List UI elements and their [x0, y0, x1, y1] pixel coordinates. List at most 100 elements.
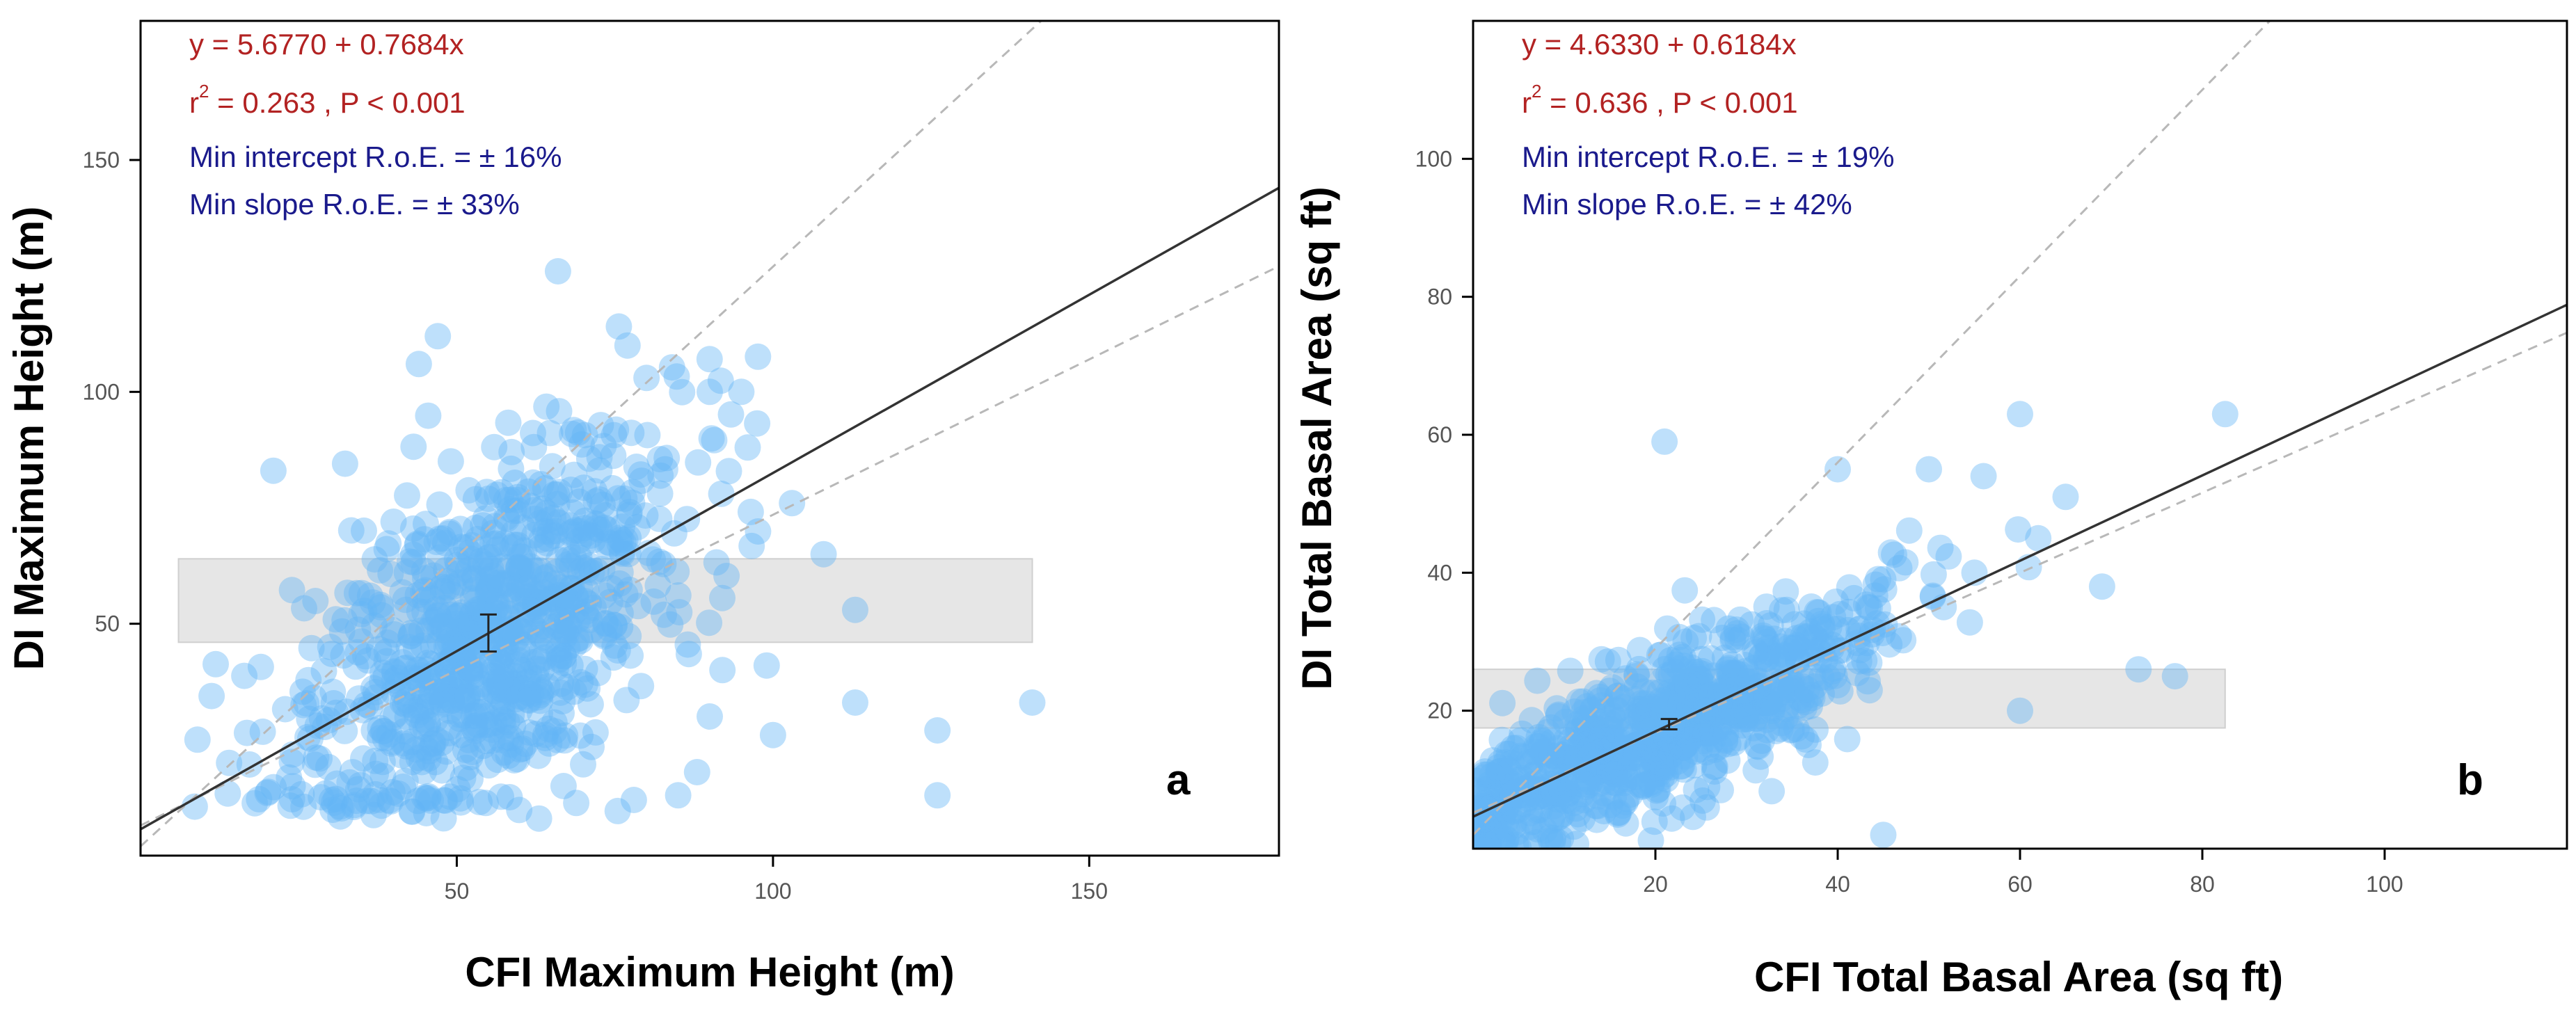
- data-point: [415, 783, 442, 810]
- data-point: [553, 620, 580, 648]
- data-point: [1489, 804, 1516, 831]
- data-point: [1538, 781, 1565, 808]
- data-point: [1802, 749, 1829, 776]
- data-point: [1639, 755, 1666, 783]
- data-point: [1739, 691, 1766, 718]
- slope-roe-text: Min slope R.o.E. = ± 42%: [1522, 188, 1852, 221]
- data-point: [559, 499, 586, 526]
- data-point: [468, 671, 495, 698]
- data-point: [462, 661, 489, 688]
- data-point: [1603, 708, 1630, 735]
- plot-frame: [139, 19, 1280, 857]
- data-point: [445, 552, 472, 578]
- data-point: [405, 744, 432, 771]
- data-point: [591, 610, 619, 637]
- data-point: [1621, 735, 1648, 762]
- data-point: [493, 708, 520, 735]
- regression-line: [1473, 303, 2567, 818]
- data-point: [1565, 717, 1592, 744]
- data-point: [1554, 780, 1581, 808]
- data-point: [450, 764, 477, 792]
- data-point: [1754, 706, 1781, 733]
- data-point: [1628, 690, 1655, 717]
- data-point: [479, 727, 506, 754]
- data-point: [1639, 679, 1666, 706]
- data-point: [1486, 771, 1513, 798]
- data-point: [1532, 817, 1559, 844]
- data-point: [1599, 702, 1626, 729]
- data-point: [408, 713, 436, 740]
- data-point: [1609, 792, 1636, 819]
- data-point: [1702, 716, 1729, 743]
- data-point: [1870, 566, 1897, 593]
- data-point: [296, 725, 324, 752]
- data-point: [445, 602, 472, 630]
- data-point: [1835, 598, 1862, 625]
- data-point: [1744, 733, 1772, 760]
- data-point: [1657, 662, 1685, 689]
- data-point: [477, 555, 504, 582]
- data-point: [1769, 652, 1796, 679]
- data-point: [415, 649, 441, 676]
- data-point: [424, 323, 452, 350]
- data-point: [355, 647, 382, 674]
- data-point: [319, 796, 347, 824]
- data-point: [485, 600, 512, 627]
- data-point: [472, 728, 500, 755]
- data-point: [420, 730, 447, 757]
- data-point: [1738, 611, 1765, 638]
- data-point: [1682, 677, 1709, 704]
- data-point: [1754, 638, 1781, 665]
- data-point: [1796, 640, 1823, 667]
- data-point: [1718, 698, 1745, 726]
- data-point: [1767, 678, 1795, 705]
- data-point: [1825, 637, 1852, 664]
- data-point: [1509, 764, 1536, 792]
- data-point: [511, 588, 538, 615]
- data-point: [1721, 698, 1748, 725]
- data-point: [1641, 755, 1669, 782]
- data-point: [434, 568, 461, 595]
- data-point: [394, 687, 420, 714]
- data-point: [1520, 762, 1547, 789]
- data-point: [527, 509, 554, 536]
- data-point: [1790, 610, 1818, 637]
- data-point: [438, 676, 466, 703]
- data-point: [1605, 682, 1632, 709]
- data-point: [474, 579, 501, 607]
- data-point: [337, 517, 365, 544]
- data-point: [433, 556, 460, 584]
- data-point: [464, 711, 491, 738]
- data-point: [1655, 754, 1683, 781]
- data-point: [1780, 634, 1807, 661]
- data-point: [415, 616, 442, 643]
- data-point: [556, 614, 583, 640]
- data-point: [562, 584, 589, 611]
- data-point: [1772, 703, 1799, 730]
- data-point: [488, 643, 516, 670]
- data-point: [1600, 753, 1627, 780]
- data-point: [737, 498, 764, 525]
- data-point: [454, 681, 482, 707]
- data-point: [1687, 666, 1714, 693]
- data-point: [1620, 744, 1647, 771]
- data-point: [349, 696, 376, 723]
- data-point: [1797, 693, 1823, 720]
- data-point: [531, 644, 558, 671]
- data-point: [1772, 641, 1799, 668]
- data-point: [493, 506, 520, 532]
- data-point: [503, 651, 530, 678]
- data-point: [412, 715, 439, 742]
- data-point: [1669, 734, 1696, 761]
- data-point: [1605, 799, 1632, 826]
- data-point: [1583, 680, 1610, 707]
- data-point: [461, 717, 488, 744]
- data-point: [1650, 692, 1677, 719]
- data-point: [523, 665, 550, 692]
- data-point: [514, 668, 541, 695]
- data-point: [457, 656, 484, 683]
- data-point: [466, 789, 493, 815]
- r-squared-prefix: r: [189, 86, 199, 119]
- data-point: [447, 515, 474, 543]
- data-point: [1700, 726, 1727, 753]
